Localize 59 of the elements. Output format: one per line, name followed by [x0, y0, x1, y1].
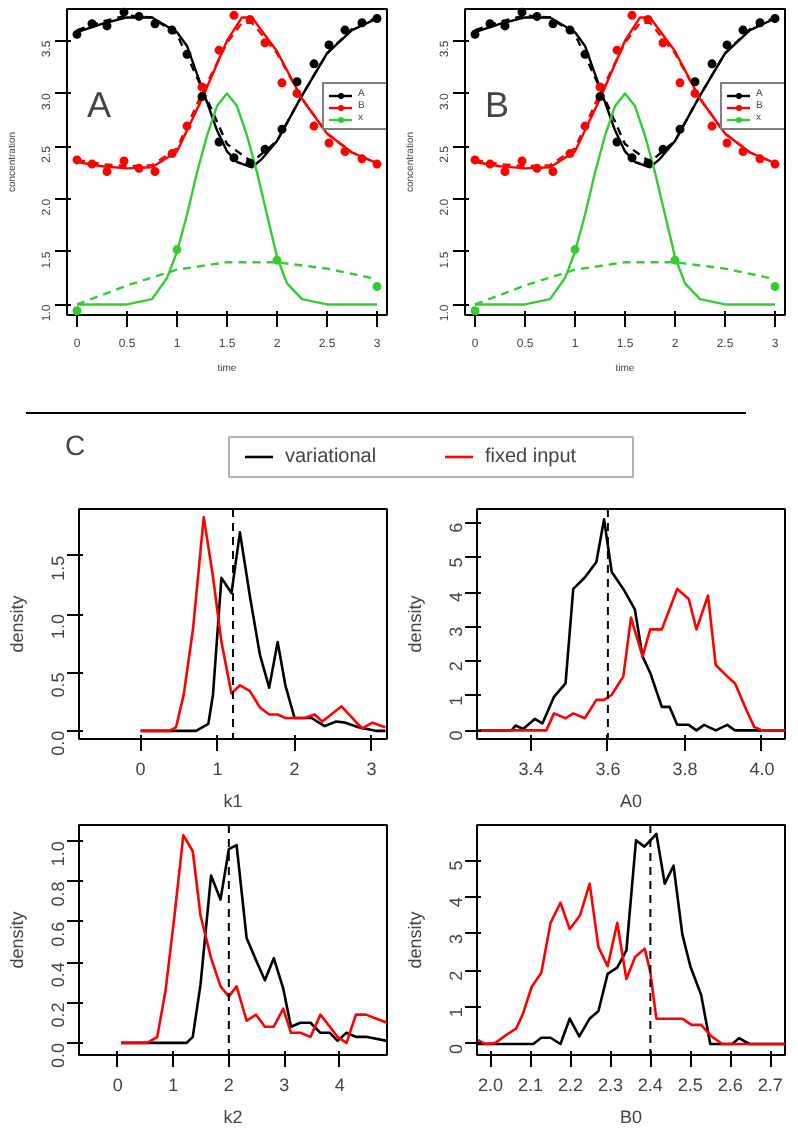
y-axis-title: density: [7, 910, 27, 969]
y-tick-label: 0.2: [48, 1002, 68, 1028]
y-tick-label: 0.0: [48, 730, 68, 756]
x-axis-title: k2: [223, 1107, 243, 1127]
x-tick-label: 0: [135, 759, 146, 779]
x-tick-label: 2.2: [557, 1075, 583, 1095]
x-tick-label: 3: [366, 759, 377, 779]
y-tick-label: 1.0: [48, 841, 68, 867]
y-tick-label: 5: [446, 557, 466, 568]
x-tick-label: 2: [223, 1075, 234, 1095]
x-tick-label: 2.0: [478, 1075, 504, 1095]
x-axis-title: A0: [619, 791, 643, 811]
y-tick-label: 2: [446, 661, 466, 672]
x-tick-label: 2.6: [717, 1075, 743, 1095]
x-tick-label: 2.3: [597, 1075, 623, 1095]
y-tick-label: 3: [446, 626, 466, 637]
y-tick-label: 2: [446, 970, 466, 981]
x-tick-label: 1: [212, 759, 223, 779]
x-tick-label: 3: [279, 1075, 290, 1095]
y-tick-label: 1.0: [48, 614, 68, 640]
y-tick-label: 0.4: [48, 962, 68, 988]
text: C: [65, 429, 86, 461]
legend-label: fixed input: [485, 446, 577, 468]
legend-label: variational: [285, 446, 377, 468]
y-tick-label: 1: [446, 1007, 466, 1018]
y-tick-label: 1: [446, 695, 466, 706]
y-tick-label: 6: [446, 522, 466, 533]
x-tick-label: 3.4: [518, 759, 544, 779]
x-tick-label: 2.7: [757, 1075, 783, 1095]
y-tick-label: 3: [446, 933, 466, 944]
y-tick-label: 1.5: [48, 555, 68, 581]
y-tick-label: 0: [446, 1043, 466, 1055]
x-axis-title: k1: [223, 791, 243, 811]
x-axis-title: B0: [619, 1107, 643, 1127]
y-axis-title: density: [7, 594, 27, 653]
x-tick-label: 3.6: [595, 759, 621, 779]
y-tick-label: 0.5: [48, 672, 68, 698]
x-tick-label: 4: [334, 1075, 345, 1095]
y-tick-label: 0.8: [48, 881, 68, 907]
y-axis-title: density: [405, 594, 425, 653]
x-tick-label: 4.0: [749, 759, 775, 779]
line-series: [477, 587, 785, 732]
annotation: A: [87, 85, 112, 125]
x-tick-label: 3.8: [672, 759, 698, 779]
x-tick-label: 2: [289, 759, 300, 779]
y-tick-label: 4: [446, 897, 466, 908]
x-tick-label: 1: [168, 1075, 179, 1095]
y-tick-label: 4: [446, 591, 466, 603]
y-tick-label: 0.0: [48, 1042, 68, 1068]
line-series: [477, 882, 785, 1046]
y-axis-title: density: [405, 910, 425, 969]
y-tick-label: 5: [446, 860, 466, 871]
x-tick-label: 0: [112, 1075, 123, 1095]
x-tick-label: 2.4: [637, 1075, 663, 1095]
y-tick-label: 0: [446, 730, 466, 741]
y-tick-label: 0.6: [48, 921, 68, 947]
annotation: B: [485, 85, 510, 125]
x-tick-label: 2.5: [677, 1075, 703, 1095]
x-tick-label: 2.1: [518, 1075, 544, 1095]
